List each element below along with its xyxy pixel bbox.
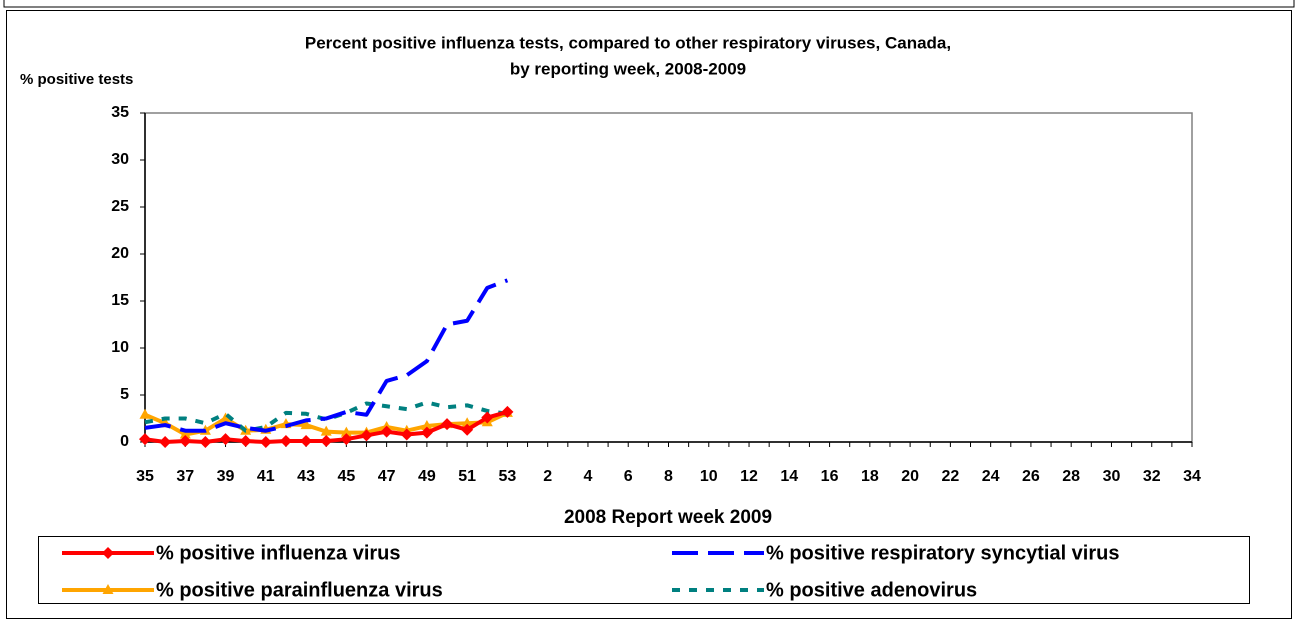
marker bbox=[220, 412, 232, 423]
y-tick-label: 10 bbox=[111, 339, 129, 356]
marker bbox=[102, 547, 114, 559]
y-tick-label: 25 bbox=[111, 198, 129, 215]
marker bbox=[441, 418, 454, 431]
marker bbox=[320, 435, 333, 448]
x-tick-label: 47 bbox=[378, 468, 396, 485]
marker bbox=[340, 426, 352, 437]
x-tick-label: 43 bbox=[297, 468, 315, 485]
y-tick-label: 35 bbox=[111, 104, 129, 121]
x-axis-label: 2008 Report week 2009 bbox=[564, 507, 772, 528]
marker bbox=[102, 584, 114, 594]
y-tick-label: 20 bbox=[111, 245, 129, 262]
x-tick-label: 30 bbox=[1103, 468, 1121, 485]
marker bbox=[139, 408, 151, 419]
chart-frame bbox=[6, 10, 1292, 619]
x-tick-label: 53 bbox=[499, 468, 517, 485]
marker bbox=[461, 423, 474, 436]
x-tick-label: 26 bbox=[1022, 468, 1040, 485]
legend-label: % positive parainfluenza virus bbox=[156, 579, 443, 601]
marker bbox=[421, 420, 433, 431]
marker bbox=[340, 433, 353, 446]
x-tick-label: 35 bbox=[136, 468, 154, 485]
top-frame bbox=[3, 0, 1295, 8]
x-tick-label: 16 bbox=[821, 468, 839, 485]
x-tick-label: 45 bbox=[337, 468, 355, 485]
y-tick-label: 0 bbox=[120, 433, 129, 450]
x-tick-label: 22 bbox=[941, 468, 959, 485]
x-tick-label: 39 bbox=[217, 468, 235, 485]
x-tick-label: 20 bbox=[901, 468, 919, 485]
marker bbox=[481, 411, 494, 424]
x-tick-label: 12 bbox=[740, 468, 758, 485]
marker bbox=[320, 425, 332, 436]
marker bbox=[420, 426, 433, 439]
y-tick-label: 15 bbox=[111, 292, 129, 309]
x-tick-label: 24 bbox=[982, 468, 1000, 485]
chart-title: Percent positive influenza tests, compar… bbox=[305, 33, 951, 52]
x-tick-label: 51 bbox=[458, 468, 476, 485]
marker bbox=[219, 433, 232, 446]
y-tick-label: 5 bbox=[120, 386, 129, 403]
marker bbox=[259, 436, 272, 448]
marker bbox=[199, 436, 212, 448]
marker bbox=[360, 429, 373, 442]
marker bbox=[501, 405, 514, 418]
x-tick-label: 37 bbox=[176, 468, 194, 485]
marker bbox=[300, 435, 313, 448]
legend-label: % positive adenovirus bbox=[766, 579, 977, 601]
x-tick-label: 14 bbox=[780, 468, 798, 485]
marker bbox=[159, 436, 172, 448]
x-tick-label: 49 bbox=[418, 468, 436, 485]
marker bbox=[300, 419, 312, 430]
legend-frame bbox=[38, 536, 1250, 604]
x-tick-label: 6 bbox=[624, 468, 633, 485]
x-tick-label: 32 bbox=[1143, 468, 1161, 485]
marker bbox=[239, 435, 252, 448]
marker bbox=[179, 435, 192, 448]
x-tick-label: 28 bbox=[1062, 468, 1080, 485]
series-line bbox=[144, 278, 509, 433]
marker bbox=[380, 425, 393, 438]
x-tick-label: 10 bbox=[700, 468, 718, 485]
x-tick-label: 8 bbox=[664, 468, 673, 485]
y-axis-label: % positive tests bbox=[20, 71, 133, 88]
x-tick-label: 2 bbox=[543, 468, 552, 485]
x-tick-label: 41 bbox=[257, 468, 275, 485]
legend-label: % positive influenza virus bbox=[156, 542, 401, 564]
x-tick-label: 18 bbox=[861, 468, 879, 485]
marker bbox=[461, 417, 473, 428]
y-tick-label: 30 bbox=[111, 151, 129, 168]
x-tick-label: 4 bbox=[584, 468, 593, 485]
x-tick-label: 34 bbox=[1183, 468, 1201, 485]
marker bbox=[139, 433, 151, 446]
marker bbox=[279, 435, 292, 448]
chart-title: by reporting week, 2008-2009 bbox=[510, 59, 746, 78]
legend-label: % positive respiratory syncytial virus bbox=[766, 542, 1120, 564]
marker bbox=[179, 428, 191, 439]
marker bbox=[400, 428, 413, 441]
